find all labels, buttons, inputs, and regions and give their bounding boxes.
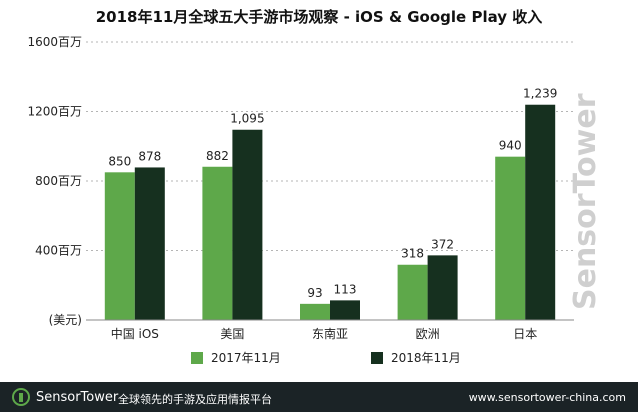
y-tick-label: 800百万 bbox=[35, 174, 82, 188]
bar-2017 bbox=[202, 166, 233, 320]
bar-2018 bbox=[232, 129, 263, 320]
legend-item-2018: 2018年11月 bbox=[371, 349, 461, 366]
bar-value-label: 882 bbox=[206, 149, 229, 163]
bar-value-label: 1,239 bbox=[523, 87, 557, 101]
grid-lines bbox=[86, 41, 574, 251]
bar-value-label: 318 bbox=[401, 247, 424, 261]
y-tick-label: 1200百万 bbox=[27, 105, 82, 119]
x-tick-label: 美国 bbox=[220, 327, 244, 341]
x-axis-ticks: 中国 iOS 美国 东南亚 欧洲 日本 bbox=[111, 326, 538, 341]
legend-label-2018: 2018年11月 bbox=[391, 351, 461, 365]
bar-value-label: 372 bbox=[431, 237, 454, 251]
legend: 2017年11月 2018年11月 bbox=[0, 349, 638, 367]
bar-2017 bbox=[495, 156, 526, 320]
bar-value-label: 850 bbox=[108, 154, 131, 168]
legend-swatch-2017 bbox=[191, 351, 203, 364]
footer-bar: SensorTower 全球领先的手游及应用情报平台 www.sensortow… bbox=[0, 382, 638, 412]
x-tick-label: 欧洲 bbox=[416, 327, 440, 341]
bars bbox=[104, 104, 556, 320]
bar-2017 bbox=[397, 264, 428, 320]
watermark-text: SensorTower bbox=[568, 93, 603, 310]
x-tick-label: 东南亚 bbox=[312, 326, 348, 341]
footer-url[interactable]: www.sensortower-china.com bbox=[468, 391, 626, 404]
legend-item-2017: 2017年11月 bbox=[191, 349, 281, 366]
footer-brand: SensorTower bbox=[36, 390, 119, 405]
legend-label-2017: 2017年11月 bbox=[211, 351, 281, 365]
sensortower-watermark: SensorTower bbox=[568, 93, 603, 310]
y-tick-label: (美元) bbox=[49, 313, 82, 327]
bar-value-label: 878 bbox=[138, 149, 161, 163]
bar-value-label: 940 bbox=[499, 139, 522, 153]
bar-2018 bbox=[525, 104, 556, 320]
bar-2018 bbox=[330, 300, 360, 320]
y-tick-label: 1600百万 bbox=[27, 35, 82, 49]
bar-2017 bbox=[300, 303, 330, 320]
legend-swatch-2018 bbox=[371, 351, 383, 364]
bar-value-label: 1,095 bbox=[230, 112, 264, 126]
bar-2018 bbox=[134, 167, 165, 320]
bar-2018 bbox=[427, 255, 458, 320]
value-labels: 850 878 882 1,095 93 113 318 372 940 1,239 bbox=[108, 87, 557, 300]
footer-slogan: 全球领先的手游及应用情报平台 bbox=[118, 393, 272, 406]
chart-title: 2018年11月全球五大手游市场观察 - iOS & Google Play 收… bbox=[95, 8, 543, 26]
y-tick-label: 400百万 bbox=[35, 244, 82, 258]
x-tick-label: 日本 bbox=[513, 327, 537, 341]
x-tick-label: 中国 iOS bbox=[111, 326, 159, 341]
bar-2017 bbox=[104, 172, 135, 320]
y-axis-ticks: (美元) 400百万 800百万 1200百万 1600百万 bbox=[27, 35, 82, 327]
sensortower-logo-icon bbox=[12, 388, 30, 406]
bar-value-label: 93 bbox=[307, 286, 322, 300]
bar-value-label: 113 bbox=[334, 282, 357, 296]
